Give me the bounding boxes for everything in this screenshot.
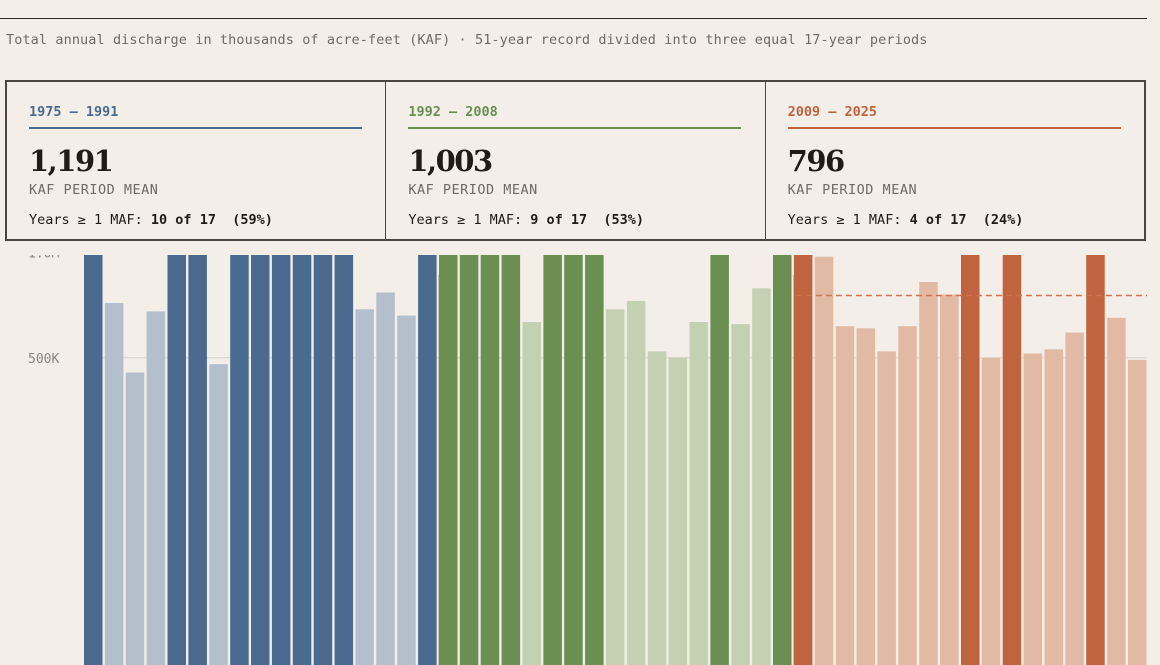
period-range: 2009 – 2025 bbox=[787, 104, 878, 120]
bar bbox=[459, 255, 479, 665]
bar bbox=[146, 311, 166, 665]
period-card-1: 1975 – 1991 1,191 KAF PERIOD MEAN Years … bbox=[7, 82, 387, 239]
bar bbox=[84, 255, 103, 665]
period-color-rule bbox=[787, 127, 1121, 129]
bar bbox=[355, 309, 374, 665]
bar bbox=[710, 255, 729, 665]
bar bbox=[1044, 349, 1063, 665]
discharge-bar-chart: 500K1.0M1.5M2.0M bbox=[28, 255, 1147, 665]
bar bbox=[209, 364, 228, 665]
bar bbox=[961, 255, 980, 665]
bar bbox=[397, 315, 416, 665]
chart-subtitle: Total annual discharge in thousands of a… bbox=[6, 32, 928, 48]
bar bbox=[1128, 359, 1147, 665]
years-above-1maf: Years ≥ 1 MAF: 9 of 17 (53%) bbox=[408, 212, 645, 228]
bar bbox=[376, 292, 395, 665]
period-mean-label: KAF PERIOD MEAN bbox=[787, 182, 918, 198]
bar bbox=[793, 255, 813, 665]
bar bbox=[981, 357, 1001, 665]
bar bbox=[188, 255, 207, 665]
bar bbox=[522, 322, 541, 665]
bar bbox=[292, 255, 312, 665]
bar bbox=[835, 326, 855, 665]
bar bbox=[543, 255, 562, 665]
years-above-1maf: Years ≥ 1 MAF: 4 of 17 (24%) bbox=[787, 212, 1024, 228]
y-tick-label: 1.0M bbox=[28, 255, 59, 262]
bar bbox=[480, 255, 500, 665]
bar bbox=[919, 282, 938, 665]
y-tick-label: 500K bbox=[28, 352, 59, 367]
period-mean-value: 1,003 bbox=[408, 144, 493, 178]
period-range: 1975 – 1991 bbox=[29, 104, 119, 120]
bar bbox=[606, 309, 625, 665]
bar bbox=[167, 255, 186, 665]
bar bbox=[1107, 317, 1126, 665]
bar bbox=[585, 255, 604, 665]
bar bbox=[418, 255, 437, 665]
bar bbox=[731, 324, 750, 665]
period-mean-value: 1,191 bbox=[29, 144, 114, 178]
period-card-3: 2009 – 2025 796 KAF PERIOD MEAN Years ≥ … bbox=[766, 82, 1144, 239]
bar bbox=[814, 256, 834, 665]
bar bbox=[856, 328, 876, 665]
period-mean-label: KAF PERIOD MEAN bbox=[408, 182, 538, 198]
bar bbox=[501, 255, 521, 665]
bar bbox=[626, 300, 646, 665]
bar bbox=[334, 255, 354, 665]
bar bbox=[1023, 353, 1043, 665]
period-color-rule bbox=[29, 127, 362, 129]
bar bbox=[230, 255, 249, 665]
period-mean-label: KAF PERIOD MEAN bbox=[29, 182, 159, 198]
period-card-2: 1992 – 2008 1,003 KAF PERIOD MEAN Years … bbox=[386, 82, 766, 239]
period-color-rule bbox=[408, 127, 742, 129]
period-summary-cards: 1975 – 1991 1,191 KAF PERIOD MEAN Years … bbox=[5, 80, 1146, 241]
bar bbox=[898, 326, 917, 665]
bar bbox=[313, 255, 333, 665]
bar bbox=[125, 372, 145, 665]
bar bbox=[271, 255, 291, 665]
period-mean-value: 796 bbox=[787, 144, 846, 178]
bar bbox=[752, 288, 771, 665]
period-range: 1992 – 2008 bbox=[408, 104, 498, 120]
bar bbox=[647, 351, 667, 665]
bar bbox=[877, 351, 896, 665]
bar bbox=[940, 294, 959, 665]
bar bbox=[668, 357, 688, 665]
bar bbox=[104, 303, 124, 665]
top-rule bbox=[0, 18, 1147, 19]
bar bbox=[1065, 332, 1084, 665]
bar bbox=[251, 255, 270, 665]
bar bbox=[439, 255, 458, 665]
bar bbox=[564, 255, 583, 665]
bar bbox=[689, 322, 708, 665]
bar bbox=[1002, 255, 1022, 665]
bar bbox=[773, 255, 792, 665]
bar bbox=[1086, 255, 1105, 665]
years-above-1maf: Years ≥ 1 MAF: 10 of 17 (59%) bbox=[29, 212, 273, 228]
